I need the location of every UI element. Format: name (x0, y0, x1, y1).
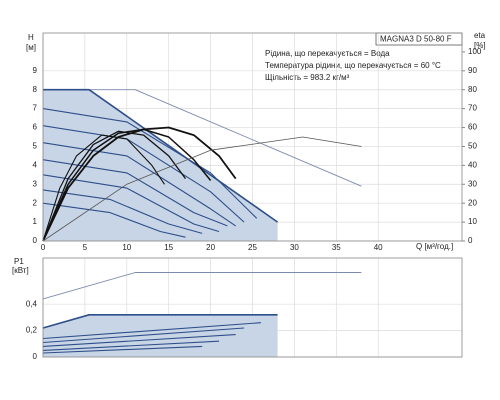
efficiency-curve (42, 134, 165, 242)
plot-frame (42, 32, 463, 242)
x-tick-label: 35 (332, 243, 341, 252)
x-tick-label: 5 (83, 243, 88, 252)
y-axis-label: P1 (14, 257, 24, 266)
y2-tick-label: 100 (468, 47, 482, 56)
performance-curve (42, 202, 186, 238)
performance-curve (42, 327, 245, 344)
y-tick-label: 0,4 (26, 299, 38, 308)
performance-curve (42, 345, 203, 354)
efficiency-curve (42, 128, 212, 242)
y2-tick-label: 60 (468, 123, 477, 132)
x-tick-label: 40 (374, 243, 383, 252)
performance-curve (42, 174, 220, 233)
y2-axis-label: eta (474, 31, 486, 40)
y2-axis-unit: [%] (474, 41, 486, 50)
y2-tick-label: 80 (468, 85, 477, 94)
annotation: Рідина, що перекачується = Вода (265, 49, 390, 58)
y-tick-label: 3 (33, 179, 38, 188)
y2-tick-label: 90 (468, 66, 477, 75)
performance-curve (42, 272, 362, 300)
performance-curve (42, 108, 258, 219)
y2-tick-label: 40 (468, 160, 477, 169)
performance-curve (42, 322, 261, 340)
x-tick-label: 0 (41, 243, 46, 252)
annotation: Щільність = 983.2 кг/м³ (265, 73, 350, 82)
y-tick-label: 6 (33, 123, 38, 132)
y2-tick-label: 30 (468, 179, 477, 188)
performance-curve (42, 334, 236, 347)
plot-frame (42, 257, 463, 358)
x-tick-label: 15 (164, 243, 173, 252)
y-tick-label: 8 (33, 85, 38, 94)
y2-tick-label: 20 (468, 198, 477, 207)
y2-tick-label: 10 (468, 217, 477, 226)
y2-tick-label: 0 (468, 236, 473, 245)
x-tick-label: 20 (206, 243, 215, 252)
y-tick-label: 9 (33, 66, 38, 75)
performance-curve (42, 314, 278, 329)
y-tick-label: 5 (33, 142, 38, 151)
y-axis-unit: [м] (26, 43, 36, 52)
x-tick-label: 10 (122, 243, 131, 252)
performance-curve (42, 125, 245, 223)
annotation: Температура рідини, що перекачується = 6… (265, 61, 441, 70)
y-axis-label: H (28, 33, 34, 42)
x-tick-label: 30 (290, 243, 299, 252)
operating-area (43, 89, 278, 241)
x-axis-label: Q [м³/год.] (416, 242, 453, 251)
performance-curve (43, 88, 279, 223)
y-tick-label: 7 (33, 104, 38, 113)
chart-title: MAGNA3 D 50-80 F (380, 35, 452, 44)
y-tick-label: 1 (33, 217, 38, 226)
x-tick-label: 25 (248, 243, 257, 252)
y2-tick-label: 70 (468, 104, 477, 113)
y-axis-unit: [кВт] (12, 266, 29, 275)
y2-tick-label: 50 (468, 142, 477, 151)
performance-curve (42, 340, 220, 351)
efficiency-curve (42, 136, 362, 242)
y-tick-label: 2 (33, 198, 38, 207)
y-tick-label: 0,2 (26, 326, 38, 335)
efficiency-curve (42, 130, 187, 242)
y-tick-label: 0 (33, 352, 38, 361)
y-tick-label: 0 (33, 236, 38, 245)
y-tick-label: 4 (33, 160, 38, 169)
performance-curve (42, 189, 203, 234)
